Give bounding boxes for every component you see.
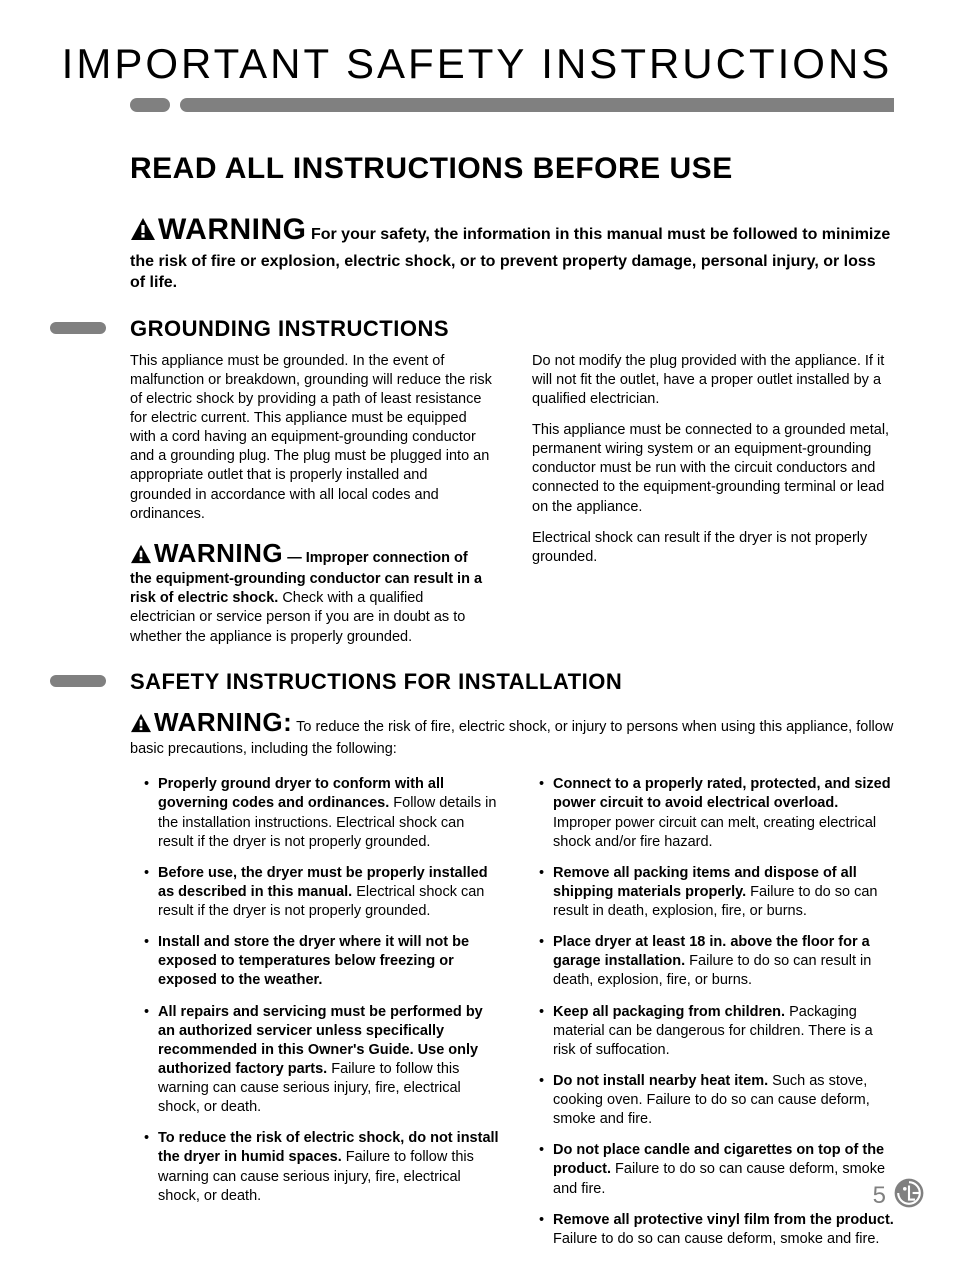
manual-page: IMPORTANT SAFETY INSTRUCTIONS READ ALL I… [0, 0, 954, 1235]
grounding-left-col: This appliance must be grounded. In the … [130, 352, 492, 647]
list-item: Before use, the dryer must be properly i… [144, 864, 499, 921]
list-item: Place dryer at least 18 in. above the fl… [539, 933, 894, 990]
warning-word: WARNING [158, 213, 307, 246]
install-warning-intro: WARNING: To reduce the risk of fire, ele… [130, 705, 894, 760]
warning-word: WARNING [154, 538, 283, 568]
list-item: Remove all packing items and dispose of … [539, 864, 894, 921]
divider-main [180, 98, 894, 112]
section-heading-install: SAFETY INSTRUCTIONS FOR INSTALLATION [130, 669, 894, 695]
list-item: Keep all packaging from children. Packag… [539, 1003, 894, 1060]
list-item: Do not place candle and cigarettes on to… [539, 1141, 894, 1198]
top-warning-paragraph: WARNING For your safety, the information… [130, 210, 894, 294]
page-number: 5 [873, 1182, 886, 1210]
section-heading-row-grounding: GROUNDING INSTRUCTIONS [130, 316, 894, 342]
install-bullets: Properly ground dryer to conform with al… [130, 775, 894, 1261]
install-right-list: Connect to a properly rated, protected, … [539, 775, 894, 1249]
list-item: Install and store the dryer where it wil… [144, 933, 499, 990]
grounding-right-p1: Do not modify the plug provided with the… [532, 352, 894, 409]
warning-triangle-icon [130, 217, 156, 248]
list-item: All repairs and servicing must be perfor… [144, 1003, 499, 1118]
grounding-p1: This appliance must be grounded. In the … [130, 352, 492, 524]
grounding-right-p3: Electrical shock can result if the dryer… [532, 529, 894, 567]
section-pill [50, 675, 106, 687]
grounding-sub-warning: WARNING — Improper connection of the equ… [130, 536, 492, 647]
lg-logo-icon [894, 1178, 924, 1213]
list-item: Properly ground dryer to conform with al… [144, 775, 499, 852]
list-item: Connect to a properly rated, protected, … [539, 775, 894, 852]
warning-triangle-icon [130, 713, 152, 740]
list-item: To reduce the risk of electric shock, do… [144, 1129, 499, 1206]
page-footer: 5 [873, 1178, 924, 1213]
list-item: Remove all protective vinyl film from th… [539, 1211, 894, 1249]
main-heading: READ ALL INSTRUCTIONS BEFORE USE [130, 152, 894, 186]
content-block: READ ALL INSTRUCTIONS BEFORE USE WARNING… [130, 152, 894, 1261]
section-pill [50, 322, 106, 334]
section-heading-grounding: GROUNDING INSTRUCTIONS [130, 316, 894, 342]
list-item: Do not install nearby heat item. Such as… [539, 1072, 894, 1129]
grounding-columns: This appliance must be grounded. In the … [130, 352, 894, 647]
warning-triangle-icon [130, 544, 152, 570]
install-left-list: Properly ground dryer to conform with al… [144, 775, 499, 1206]
grounding-right-p2: This appliance must be connected to a gr… [532, 421, 894, 517]
warning-word-colon: WARNING: [154, 707, 292, 737]
install-left-col: Properly ground dryer to conform with al… [144, 775, 499, 1261]
title-divider [60, 98, 894, 112]
divider-pill [130, 98, 170, 112]
page-title: IMPORTANT SAFETY INSTRUCTIONS [60, 40, 894, 88]
grounding-right-col: Do not modify the plug provided with the… [532, 352, 894, 647]
section-heading-row-install: SAFETY INSTRUCTIONS FOR INSTALLATION [130, 669, 894, 695]
install-right-col: Connect to a properly rated, protected, … [539, 775, 894, 1261]
